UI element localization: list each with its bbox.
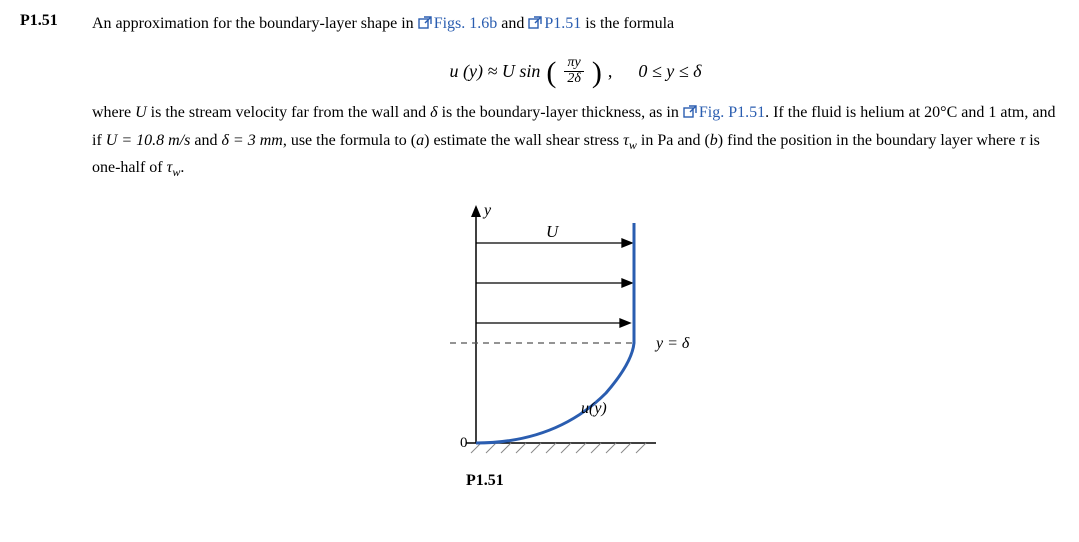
frac-num: πy [564, 56, 584, 72]
y-axis-arrow [471, 205, 481, 217]
formula-fraction: πy 2δ [564, 56, 584, 86]
p2-j: ) estimate the wall shear stress [424, 132, 623, 149]
problem-number: P1.51 [20, 12, 92, 30]
p2-l: b [710, 132, 718, 149]
p2-i: a [416, 132, 424, 149]
p2-g: δ = 3 mm [221, 132, 282, 149]
intro-text-c: is the formula [585, 15, 674, 32]
figure-caption: P1.51 [466, 472, 504, 489]
origin-label: 0 [460, 435, 468, 451]
figs-link-2[interactable]: P1.51 [528, 15, 585, 32]
velocity-arrows [476, 239, 632, 327]
formula: u (y) ≈ U sin ( πy 2δ ) , 0 ≤ y ≤ δ [92, 56, 1059, 86]
fig-link-3[interactable]: Fig. P1.51 [683, 104, 765, 121]
p2-a: where [92, 104, 135, 121]
problem-body: An approximation for the boundary-layer … [92, 12, 1059, 100]
y-axis-label: y [482, 202, 492, 219]
p2-h: , use the formula to ( [283, 132, 416, 149]
frac-den: 2δ [564, 72, 584, 87]
p2-k: in Pa and ( [637, 132, 710, 149]
p2-c: is the boundary-layer thickness, as in [438, 104, 683, 121]
p2-e: U = 10.8 m/s [106, 132, 191, 149]
p2-w: w [629, 138, 637, 152]
boundary-layer-figure: y U y = δ u(y) 0 P1.51 [406, 193, 746, 493]
problem-row: P1.51 An approximation for the boundary-… [20, 12, 1059, 100]
formula-range: 0 ≤ y ≤ δ [638, 61, 701, 82]
figure-container: y U y = δ u(y) 0 P1.51 [92, 193, 1059, 493]
p2-delta: δ [430, 104, 437, 121]
intro-text-a: An approximation for the boundary-layer … [92, 15, 418, 32]
popout-icon [418, 14, 432, 38]
velocity-profile-curve [476, 223, 634, 443]
p2-m: ) find the position in the boundary laye… [718, 132, 1020, 149]
intro-text-b: and [501, 15, 528, 32]
p2-o: . [180, 159, 184, 176]
popout-icon [683, 102, 697, 128]
p2-U: U [135, 104, 147, 121]
figs-link-1[interactable]: Figs. 1.6b [418, 15, 502, 32]
p2-f: and [190, 132, 221, 149]
p2-b: is the stream velocity far from the wall… [147, 104, 430, 121]
delta-label: y = δ [654, 335, 690, 352]
U-label: U [546, 222, 560, 241]
popout-icon [528, 14, 542, 38]
fig-link-3-text: Fig. P1.51 [699, 104, 765, 121]
problem-paragraph: where U is the stream velocity far from … [92, 100, 1059, 182]
intro-line: An approximation for the boundary-layer … [92, 15, 674, 32]
figs-link-1-text: Figs. 1.6b [434, 15, 498, 32]
formula-lhs: u (y) ≈ U sin [449, 61, 540, 82]
figs-link-2-text: P1.51 [544, 15, 581, 32]
formula-comma: , [608, 61, 613, 82]
uy-label: u(y) [581, 400, 607, 417]
wall-hatch [471, 443, 646, 453]
